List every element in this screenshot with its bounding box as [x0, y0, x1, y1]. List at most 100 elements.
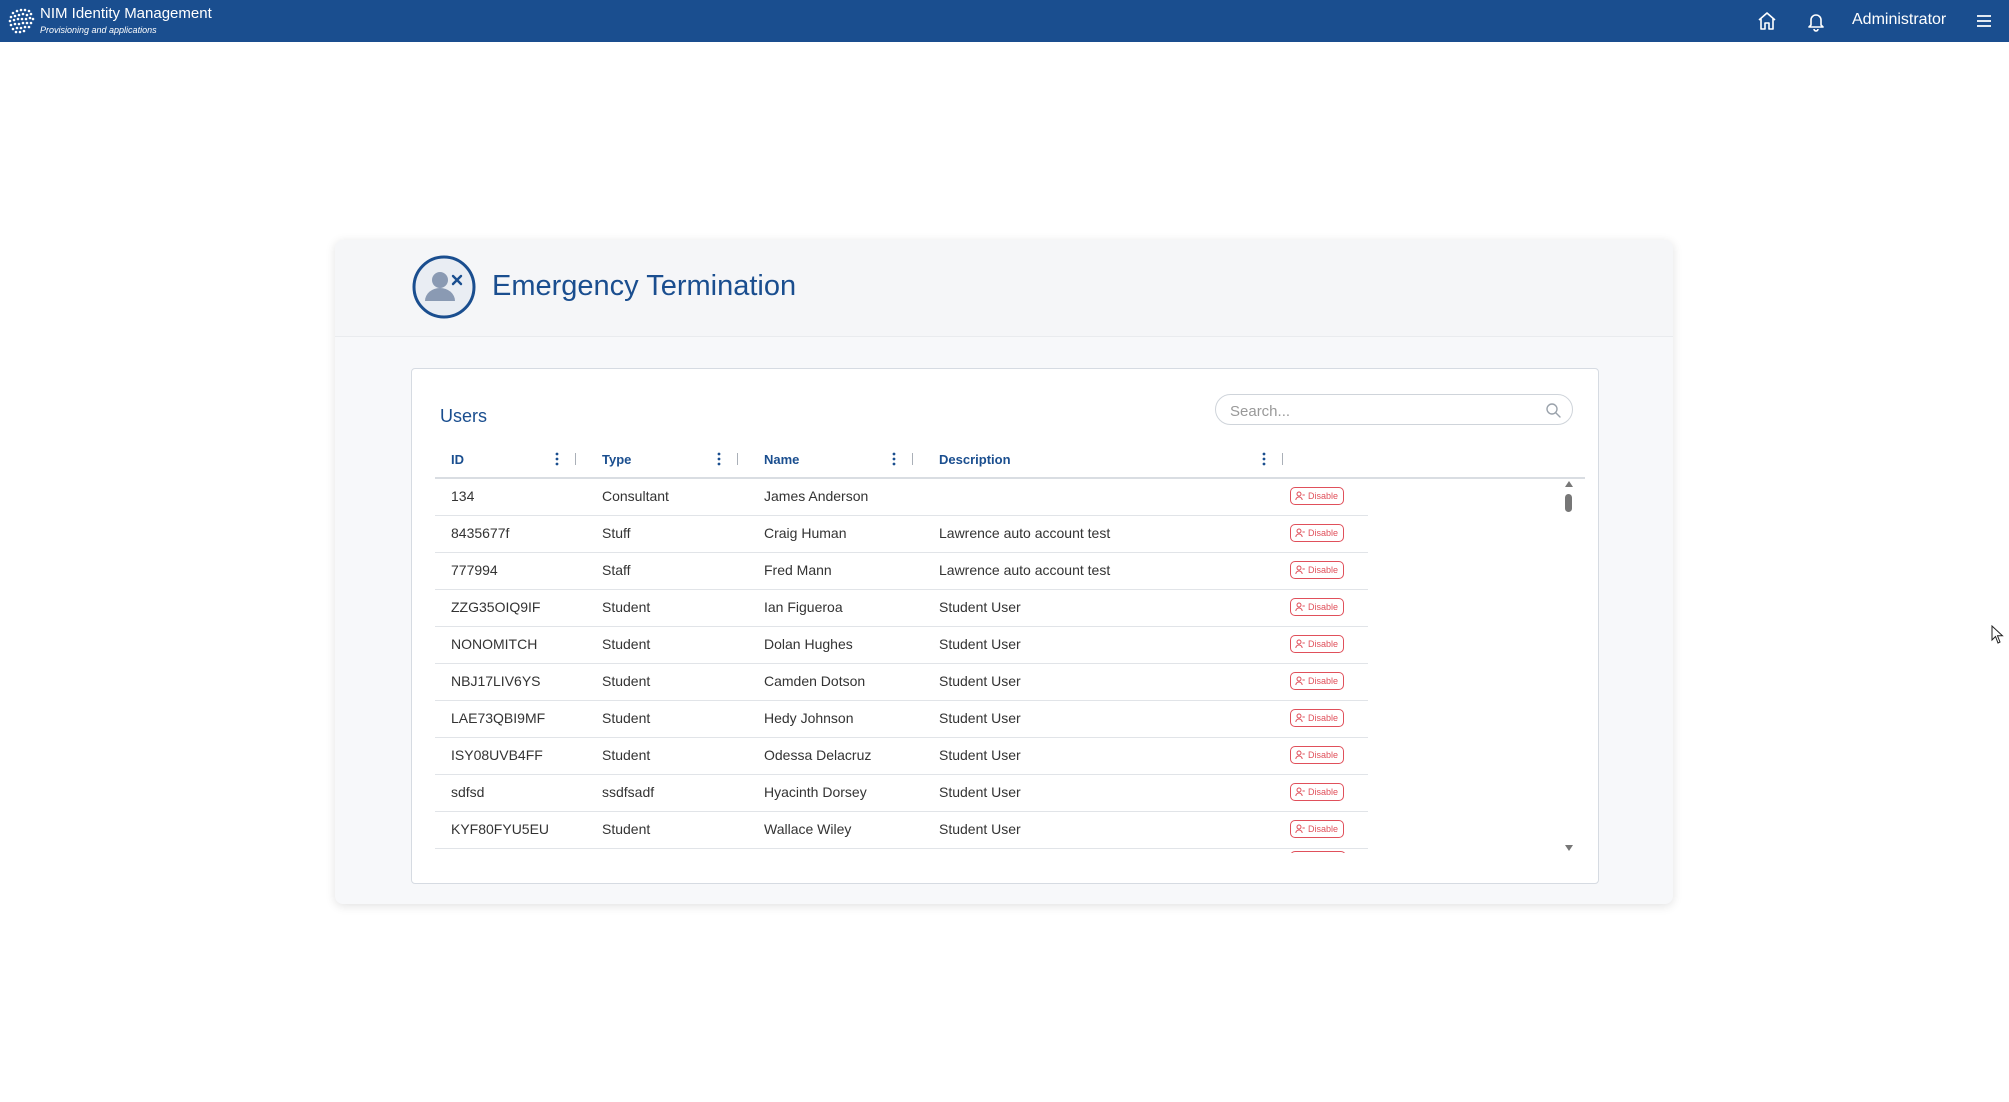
disable-label: Disable — [1308, 528, 1339, 538]
column-header-description[interactable]: Description — [939, 452, 1011, 467]
disable-label: Disable — [1308, 750, 1339, 760]
table-row[interactable]: LAE73QBI9MF Student Hedy Johnson Student… — [435, 700, 1368, 738]
menu-icon[interactable] — [1973, 10, 1995, 32]
cell-id: 134 — [451, 488, 475, 504]
user-remove-small-icon — [1295, 750, 1305, 760]
cell-type: Consultant — [602, 488, 669, 504]
cell-id: ZZG35OIQ9IF — [451, 599, 541, 615]
app-title: NIM Identity Management — [40, 5, 212, 22]
column-resize-handle[interactable] — [1282, 453, 1283, 465]
column-menu-icon[interactable] — [554, 451, 560, 467]
cell-type: Student — [602, 821, 651, 837]
disable-label: Disable — [1308, 676, 1339, 686]
table-row[interactable]: ISY08UVB4FF Student Odessa Delacruz Stud… — [435, 737, 1368, 775]
disable-label: Disable — [1308, 824, 1339, 834]
user-remove-small-icon — [1295, 602, 1305, 612]
cell-description: Lawrence auto account test — [939, 562, 1111, 578]
user-remove-small-icon — [1295, 787, 1305, 797]
cell-type: ssdfsadf — [602, 784, 655, 800]
cell-description: Student User — [939, 710, 1021, 726]
cell-id: KYF80FYU5EU — [451, 821, 550, 837]
cell-type: Staff — [602, 562, 631, 578]
column-menu-icon[interactable] — [1261, 451, 1267, 467]
cell-description: Student User — [939, 784, 1021, 800]
table-row[interactable]: sdfsd ssdfsadf Hyacinth Dorsey Student U… — [435, 774, 1368, 812]
column-menu-icon[interactable] — [891, 451, 897, 467]
column-header-type[interactable]: Type — [602, 452, 632, 467]
cell-description: Lawrence auto account test — [939, 525, 1111, 541]
cell-id: ISY08UVB4FF — [451, 747, 543, 763]
user-remove-small-icon — [1295, 491, 1305, 501]
disable-label: Disable — [1308, 491, 1339, 501]
cell-name: Dolan Hughes — [764, 636, 853, 652]
cell-name: Hyacinth Dorsey — [764, 784, 867, 800]
users-panel: Users ID Type Name Description 134 — [411, 368, 1599, 884]
search-icon[interactable] — [1545, 402, 1562, 419]
cell-id: LAE73QBI9MF — [451, 710, 546, 726]
cell-id: NBJ17LIV6YS — [451, 673, 541, 689]
search-box — [1215, 394, 1573, 425]
disable-button[interactable]: Disable — [1290, 635, 1345, 653]
user-remove-small-icon — [1295, 824, 1305, 834]
disable-button[interactable]: Disable — [1290, 672, 1345, 690]
page-title: Emergency Termination — [492, 270, 797, 302]
users-table-body: 134 Consultant James Anderson Disable 84… — [435, 478, 1368, 853]
table-row[interactable]: NONOMITCH Student Dolan Hughes Student U… — [435, 626, 1368, 664]
table-row[interactable]: 134 Consultant James Anderson Disable — [435, 478, 1368, 516]
disable-label: Disable — [1308, 602, 1339, 612]
cell-type: Student — [602, 636, 651, 652]
card-header: Emergency Termination — [335, 240, 1673, 337]
table-row[interactable]: NBJ17LIV6YS Student Camden Dotson Studen… — [435, 663, 1368, 701]
bell-icon[interactable] — [1805, 10, 1827, 32]
column-resize-handle[interactable] — [575, 453, 576, 465]
cell-description: Student User — [939, 673, 1021, 689]
table-row[interactable]: KYF80FYU5EU Student Wallace Wiley Studen… — [435, 811, 1368, 849]
disable-button[interactable]: Disable — [1290, 487, 1345, 505]
user-remove-small-icon — [1295, 565, 1305, 575]
table-row[interactable]: 8435677f Stuff Craig Human Lawrence auto… — [435, 515, 1368, 553]
cell-id: NONOMITCH — [451, 636, 538, 652]
column-menu-icon[interactable] — [716, 451, 722, 467]
cell-description: Student User — [939, 636, 1021, 652]
table-row[interactable]: ZZG35OIQ9IF Student Ian Figueroa Student… — [435, 589, 1368, 627]
disable-button[interactable]: Disable — [1290, 783, 1345, 801]
users-title: Users — [440, 406, 488, 426]
disable-button[interactable]: Disable — [1290, 561, 1345, 579]
disable-label: Disable — [1308, 565, 1339, 575]
cell-name: Odessa Delacruz — [764, 747, 872, 763]
scroll-up-arrow[interactable] — [1565, 481, 1573, 487]
user-remove-small-icon — [1295, 639, 1305, 649]
disable-label: Disable — [1308, 787, 1339, 797]
cell-type: Student — [602, 710, 651, 726]
table-row[interactable]: 777994 Staff Fred Mann Lawrence auto acc… — [435, 552, 1368, 590]
cell-type: Student — [602, 747, 651, 763]
column-resize-handle[interactable] — [912, 453, 913, 465]
user-remove-small-icon — [1295, 713, 1305, 723]
cell-name: Wallace Wiley — [764, 821, 852, 837]
logo-icon[interactable] — [7, 5, 37, 37]
table-header: ID Type Name Description — [435, 444, 1585, 479]
column-resize-handle[interactable] — [737, 453, 738, 465]
disable-button[interactable]: Disable — [1290, 598, 1345, 616]
cell-description: Student User — [939, 747, 1021, 763]
column-header-id[interactable]: ID — [451, 452, 464, 467]
disable-button[interactable]: Disable — [1290, 820, 1345, 838]
table-scrollbar[interactable] — [1562, 481, 1576, 855]
cell-description: Student User — [939, 599, 1021, 615]
disable-button[interactable]: Disable — [1290, 709, 1345, 727]
disable-button[interactable]: Disable — [1290, 524, 1345, 542]
column-header-name[interactable]: Name — [764, 452, 800, 467]
disable-button[interactable]: Disable — [1290, 746, 1345, 764]
disable-button-partial[interactable] — [1290, 851, 1346, 853]
cell-name: Camden Dotson — [764, 673, 866, 689]
search-input[interactable] — [1228, 400, 1532, 422]
cell-name: Fred Mann — [764, 562, 832, 578]
emergency-termination-card: Emergency Termination Users ID Type Name… — [335, 240, 1673, 904]
cell-name: Hedy Johnson — [764, 710, 854, 726]
home-icon[interactable] — [1756, 10, 1778, 32]
scroll-down-arrow[interactable] — [1565, 845, 1573, 851]
disable-label: Disable — [1308, 713, 1339, 723]
cell-id: 8435677f — [451, 525, 510, 541]
scroll-thumb[interactable] — [1565, 494, 1572, 512]
user-menu[interactable]: Administrator — [1852, 11, 1947, 28]
